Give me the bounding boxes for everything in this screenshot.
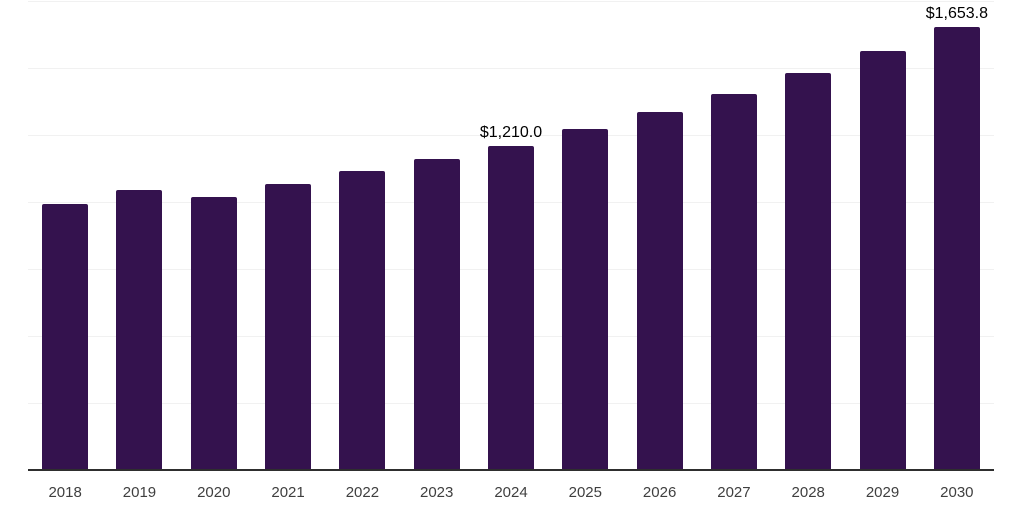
bar-2018	[42, 203, 89, 470]
value-label-2024: $1,210.0	[479, 123, 543, 141]
bar-2029	[859, 50, 906, 470]
gridline-1500	[28, 68, 994, 69]
x-tick-2021: 2021	[271, 484, 305, 501]
bar-2027	[710, 93, 757, 470]
bar-2030	[933, 26, 980, 470]
x-tick-2028: 2028	[791, 484, 825, 501]
x-tick-2025: 2025	[568, 484, 602, 501]
bar-2020	[190, 196, 237, 470]
x-tick-2027: 2027	[717, 484, 751, 501]
bar-2023	[413, 158, 460, 470]
x-axis-line	[28, 469, 994, 471]
bar-2022	[339, 171, 386, 470]
x-tick-2023: 2023	[420, 484, 454, 501]
gridline-1750	[28, 1, 994, 2]
bar-2021	[265, 183, 312, 470]
bar-2019	[116, 190, 163, 470]
value-label-2030: $1,653.8	[925, 4, 988, 22]
x-tick-2029: 2029	[865, 484, 900, 501]
x-tick-2024: 2024	[494, 484, 528, 501]
bar-2028	[785, 73, 832, 470]
x-tick-2019: 2019	[122, 484, 157, 501]
x-tick-2022: 2022	[345, 484, 380, 501]
x-tick-2026: 2026	[642, 484, 677, 501]
bar-2024	[488, 145, 534, 470]
x-tick-2020: 2020	[197, 484, 231, 501]
x-tick-2030: 2030	[940, 484, 974, 501]
bar-2026	[636, 111, 683, 470]
gridline-1250	[28, 135, 994, 136]
bar-2025	[562, 129, 609, 470]
x-tick-2018: 2018	[48, 484, 82, 501]
